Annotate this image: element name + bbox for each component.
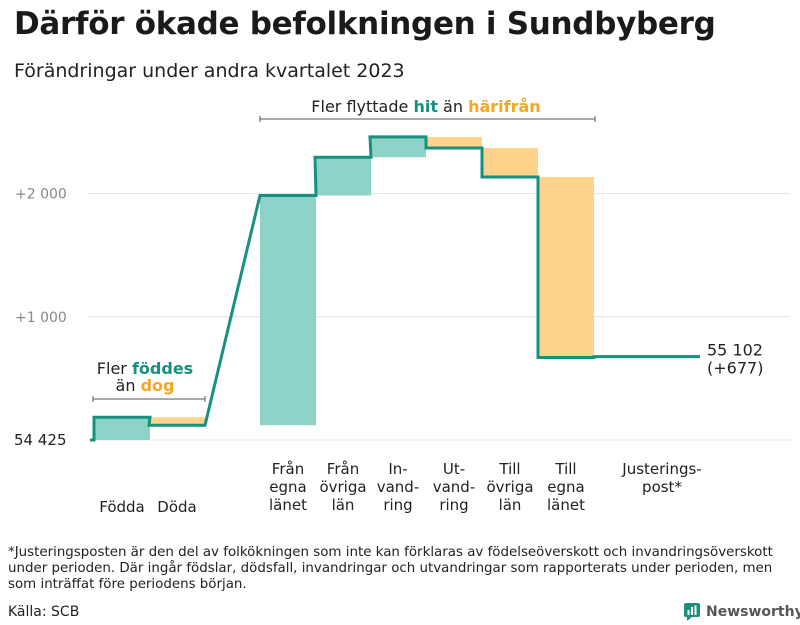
- births-annotation-line1: Fler föddes: [97, 359, 193, 378]
- bar-doda: [149, 417, 205, 426]
- births-annotation-prefix2: än: [116, 376, 141, 395]
- migration-annotation: Fler flyttade hit än härifrån: [311, 97, 540, 116]
- deaths-annotation-highlight: dog: [141, 376, 175, 395]
- category-label-line: Justerings-: [621, 460, 701, 478]
- category-label-line: ring: [439, 496, 468, 514]
- chart-title: Därför ökade befolkningen i Sundbyberg: [14, 6, 716, 42]
- bar-fran_egna: [260, 195, 316, 426]
- brand-name: Newsworthy: [706, 604, 800, 620]
- category-label-line: län: [332, 496, 355, 514]
- category-label-till_ovriga: Till övriga län: [486, 460, 533, 514]
- category-label-justering: Justerings-post*: [621, 460, 701, 496]
- category-label-line: Från: [327, 460, 359, 478]
- brand-logo: Newsworthy: [684, 603, 800, 621]
- category-label-fran_ovriga: Från övriga län: [319, 460, 366, 514]
- category-label-doda: Döda: [157, 498, 196, 516]
- category-label-line: Till: [554, 460, 576, 478]
- category-label-line: Födda: [99, 498, 145, 516]
- category-label-line: Ut-: [443, 460, 465, 478]
- category-label-line: Från: [272, 460, 304, 478]
- category-label-line: ring: [383, 496, 412, 514]
- category-label-line: egna: [547, 478, 584, 496]
- migration-annotation-middle: än: [438, 97, 468, 116]
- births-annotation-prefix: Fler: [97, 359, 132, 378]
- category-label-line: vand-: [377, 478, 420, 496]
- bar-till_egna: [538, 176, 594, 358]
- baseline-label: 54 425: [14, 431, 67, 449]
- births-annotation-line2: än dog: [116, 376, 175, 395]
- category-label-line: länet: [269, 496, 307, 514]
- end-change-label: (+677): [707, 359, 763, 378]
- chart-subtitle: Förändringar under andra kvartalet 2023: [14, 60, 405, 82]
- category-label-invandring: In-vand-ring: [377, 460, 420, 514]
- newsworthy-logo-icon: [684, 603, 700, 621]
- migration-annotation-highlight-out: härifrån: [468, 97, 541, 116]
- y-tick-label: +2 000: [15, 187, 67, 203]
- bar-fodda: [94, 417, 150, 440]
- category-label-fran_egna: Från egna länet: [269, 460, 307, 514]
- category-label-line: övriga: [486, 478, 533, 496]
- category-label-line: In-: [388, 460, 407, 478]
- category-label-line: Döda: [157, 498, 196, 516]
- end-value-label: 55 102: [707, 341, 763, 360]
- category-label-line: län: [499, 496, 522, 514]
- bar-utvandring: [426, 136, 482, 149]
- category-label-utvandring: Ut-vand-ring: [433, 460, 476, 514]
- category-label-line: post*: [642, 478, 682, 496]
- bar-till_ovriga: [482, 148, 538, 177]
- category-label-fodda: Födda: [99, 498, 145, 516]
- category-label-till_egna: Till egna länet: [547, 460, 585, 514]
- category-label-line: vand-: [433, 478, 476, 496]
- births-annotation-highlight: föddes: [132, 359, 193, 378]
- category-label-line: Till: [498, 460, 520, 478]
- source-label: Källa: SCB: [8, 604, 80, 620]
- bar-fran_ovriga: [315, 157, 371, 196]
- migration-annotation-highlight-in: hit: [413, 97, 438, 116]
- category-label-line: egna: [269, 478, 306, 496]
- bar-invandring: [370, 136, 426, 158]
- migration-annotation-prefix: Fler flyttade: [311, 97, 413, 116]
- footnote: *Justeringsposten är den del av folkökni…: [8, 545, 773, 592]
- category-label-line: övriga: [319, 478, 366, 496]
- category-label-line: länet: [547, 496, 585, 514]
- y-tick-label: +1 000: [15, 310, 67, 326]
- cumulative-step-line: [90, 135, 700, 442]
